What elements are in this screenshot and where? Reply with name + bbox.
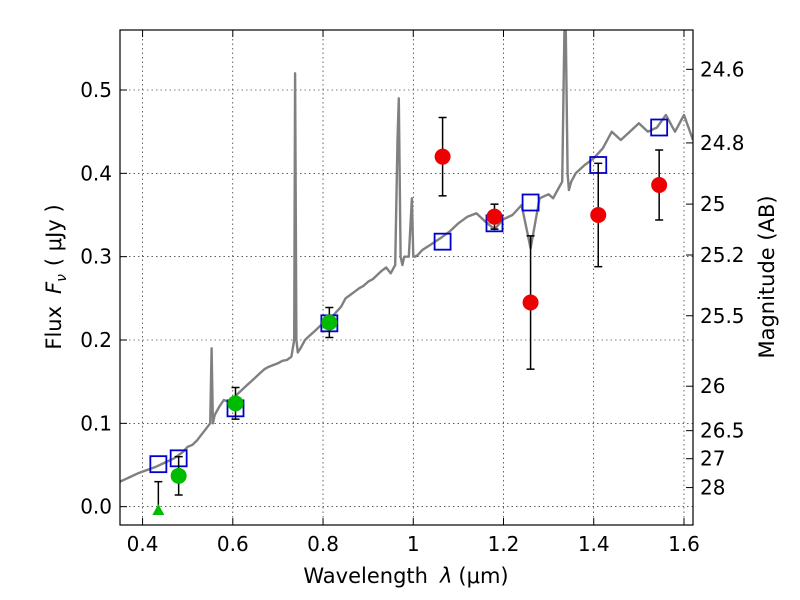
mag-tick-label: 27 [700,447,725,471]
y-tick-label: 0.2 [80,328,112,352]
y-axis-label: FluxFν( μJy ) [42,204,70,349]
x-tick-label: 0.4 [127,532,159,556]
x-axis-label: Wavelength λ (μm) [303,564,508,588]
x-tick-label: 1.4 [578,532,610,556]
mag-tick-label: 25 [700,192,725,216]
red-circle-marker [522,294,539,311]
y-tick-label: 0.1 [80,411,112,435]
green-circle-marker [170,467,187,484]
x-tick-label: 1.6 [668,532,700,556]
mag-tick-label: 28 [700,476,725,500]
mag-tick-label: 24.8 [700,131,745,155]
red-circle-marker [434,148,451,165]
green-circle-marker [227,395,244,412]
blue-square-marker [433,232,452,251]
red-circle-marker [651,177,668,193]
axis-ticks: 0.4 0.6 0.8 1 1.2 1.4 1.6 0.0 0.1 0.2 0.3 0.4 0.5 24.… [80,30,745,556]
data-marks [120,30,693,515]
red-circle-marker [590,207,607,223]
y-tick-label: 0.4 [80,161,112,185]
y-tick-label: 0.0 [80,495,112,519]
blue-square-marker [521,193,540,212]
y-tick-label: 0.5 [80,78,112,102]
y-tick-label: 0.3 [80,245,112,269]
y2-axis-label: Magnitude (AB) [755,195,779,358]
blue-square-marker [650,118,669,137]
mag-tick-label: 25.5 [700,304,745,328]
plot-frame [119,29,694,526]
x-tick-label: 1.2 [488,532,520,556]
blue-square-marker [149,455,168,474]
mag-tick-label: 26.5 [700,419,745,443]
green-circle-marker [321,314,338,331]
mag-tick-label: 24.6 [700,57,745,81]
x-tick-label: 0.6 [217,532,249,556]
red-circle-marker [486,208,503,225]
grid [120,30,693,525]
mag-tick-label: 25.2 [700,243,745,267]
x-tick-label: 1 [407,532,420,556]
plot-background [120,30,693,525]
green-triangle-marker [152,504,165,515]
mag-tick-label: 26 [700,374,725,398]
x-tick-label: 0.8 [307,532,339,556]
model-spectrum-line [120,30,693,483]
